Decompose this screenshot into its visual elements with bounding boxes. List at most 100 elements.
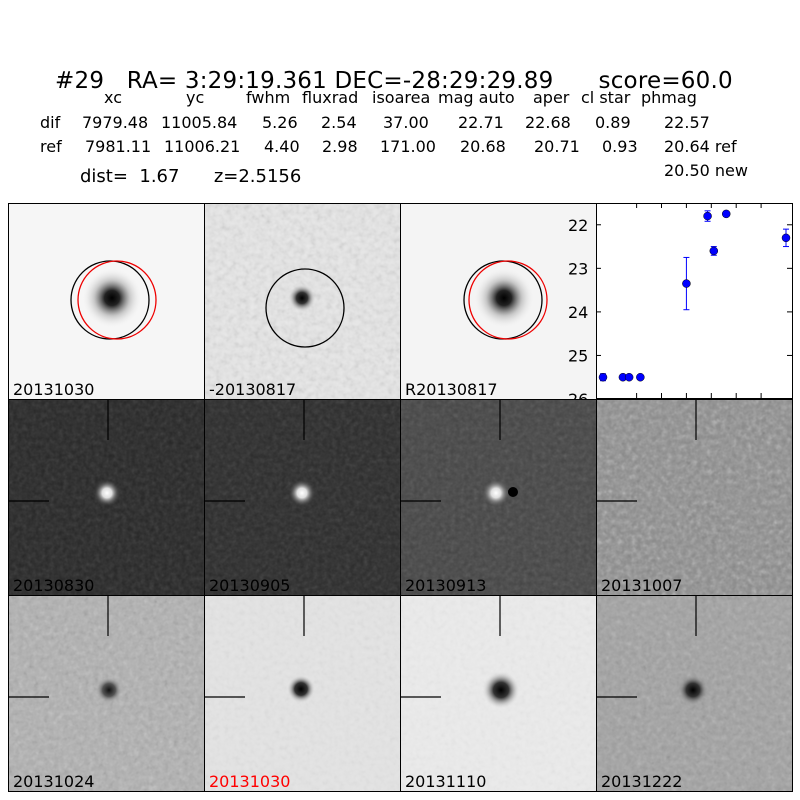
stamp-image [401,596,596,791]
y-tick-label: 24 [568,303,588,322]
source-blob [482,479,510,507]
col-header-mag-auto: mag auto [438,88,515,107]
table-cell: 7981.11 [85,137,152,156]
source-blob [287,675,315,703]
col-header-phmag: phmag [641,88,697,107]
col-header-yc: yc [186,88,205,107]
panel-date-label: -20130817 [209,380,297,399]
panel-date-label: 20131110 [405,772,487,791]
image-panel: 20130905 [204,399,401,596]
source-blob [288,479,316,507]
source-blob [288,284,316,312]
row-label-ref: ref [40,137,62,156]
image-panel: 20130830 [8,399,205,596]
aperture-circle-red [468,260,548,340]
data-point [624,372,634,382]
source-blob [93,479,121,507]
image-panel: 20131222 [596,595,793,792]
table-cell: 20.68 [460,137,506,156]
table-cell: 11005.84 [161,113,238,132]
panel-date-label: 20130913 [405,576,487,595]
object-title: #29 RA= 3:29:19.361 DEC=-28:29:29.89 sco… [40,42,733,94]
table-cell: 11006.21 [164,137,241,156]
panel-date-label-highlight: 20131030 [209,772,291,791]
panel-date-label: 20131007 [601,576,683,595]
image-panel: 20130913 [400,399,597,596]
data-point [721,209,731,219]
table-cell: 7979.48 [82,113,149,132]
source-blob [482,671,520,709]
object-id: #29 [55,68,105,94]
y-tick-label: 22 [568,216,588,235]
panel-date-label: 20130830 [13,576,95,595]
diff-stamp [205,204,400,399]
table-cell: 22.57 [664,113,710,132]
dist-readout: dist= 1.67 z=2.5156 [80,166,301,187]
reference-stamp [401,204,596,399]
stamp-image [597,400,792,595]
stamp-image [205,400,400,595]
source-blob [474,268,534,328]
noise-texture [597,400,792,595]
col-header-fwhm: fwhm [246,88,291,107]
source-blob [678,675,708,705]
panel-date-label: 20130905 [209,576,291,595]
stamp-image [9,596,204,791]
table-cell: 0.93 [602,137,638,156]
table-cell: 22.68 [525,113,571,132]
panel-date-label: 20131030 [13,380,95,399]
image-panel: 20131007 [596,399,793,596]
dec-value: DEC=-28:29:29.89 [334,68,554,94]
score-value: score=60.0 [598,68,733,94]
data-point [709,246,719,256]
aperture-circle-red [77,260,157,340]
negative-residual [508,487,518,497]
table-cell: 2.54 [321,113,357,132]
table-cell: 20.71 [534,137,580,156]
stamp-image [401,400,596,595]
table-cell: 22.71 [458,113,504,132]
stamp-image [205,596,400,791]
image-panel-science: 20131030 [8,203,205,400]
table-cell: 4.40 [264,137,300,156]
phmag-new: 20.50 new [664,161,748,180]
table-cell: 171.00 [380,137,436,156]
table-cell: 37.00 [383,113,429,132]
redshift-value: z=2.5156 [213,166,302,187]
table-cell: 5.26 [262,113,298,132]
stamp-image [9,400,204,595]
image-panel: 20131024 [8,595,205,792]
data-point [598,372,608,382]
panel-date-label: R20130817 [405,380,498,399]
aperture-circle [265,268,345,348]
image-panel: 20131110 [400,595,597,792]
science-stamp [9,204,204,399]
table-cell: 2.98 [322,137,358,156]
panel-date-label: 20131024 [13,772,95,791]
image-panel-diff: -20130817 [204,203,401,400]
table-cell: 0.89 [595,113,631,132]
plot-frame [596,203,793,399]
panel-date-label: 20131222 [601,772,683,791]
col-header-xc: xc [104,88,122,107]
y-tick-label: 25 [568,346,588,365]
data-point [636,372,645,382]
row-label-dif: dif [40,113,61,132]
col-header-aper: aper [533,88,570,107]
data-point [703,211,712,221]
table-cell: 20.64 ref [664,137,737,156]
image-panel: 20131030 [204,595,401,792]
data-point [682,279,691,288]
col-header-cl-star: cl star [581,88,631,107]
source-blob [96,677,122,703]
y-tick-label: 23 [568,259,588,278]
image-panel-reference: R20130817 [400,203,597,400]
col-header-isoarea: isoarea [372,88,431,107]
data-point [781,233,791,243]
dist-value: dist= 1.67 [80,166,180,187]
stamp-image [597,596,792,791]
col-header-fluxrad: fluxrad [302,88,359,107]
source-blob [82,268,142,328]
